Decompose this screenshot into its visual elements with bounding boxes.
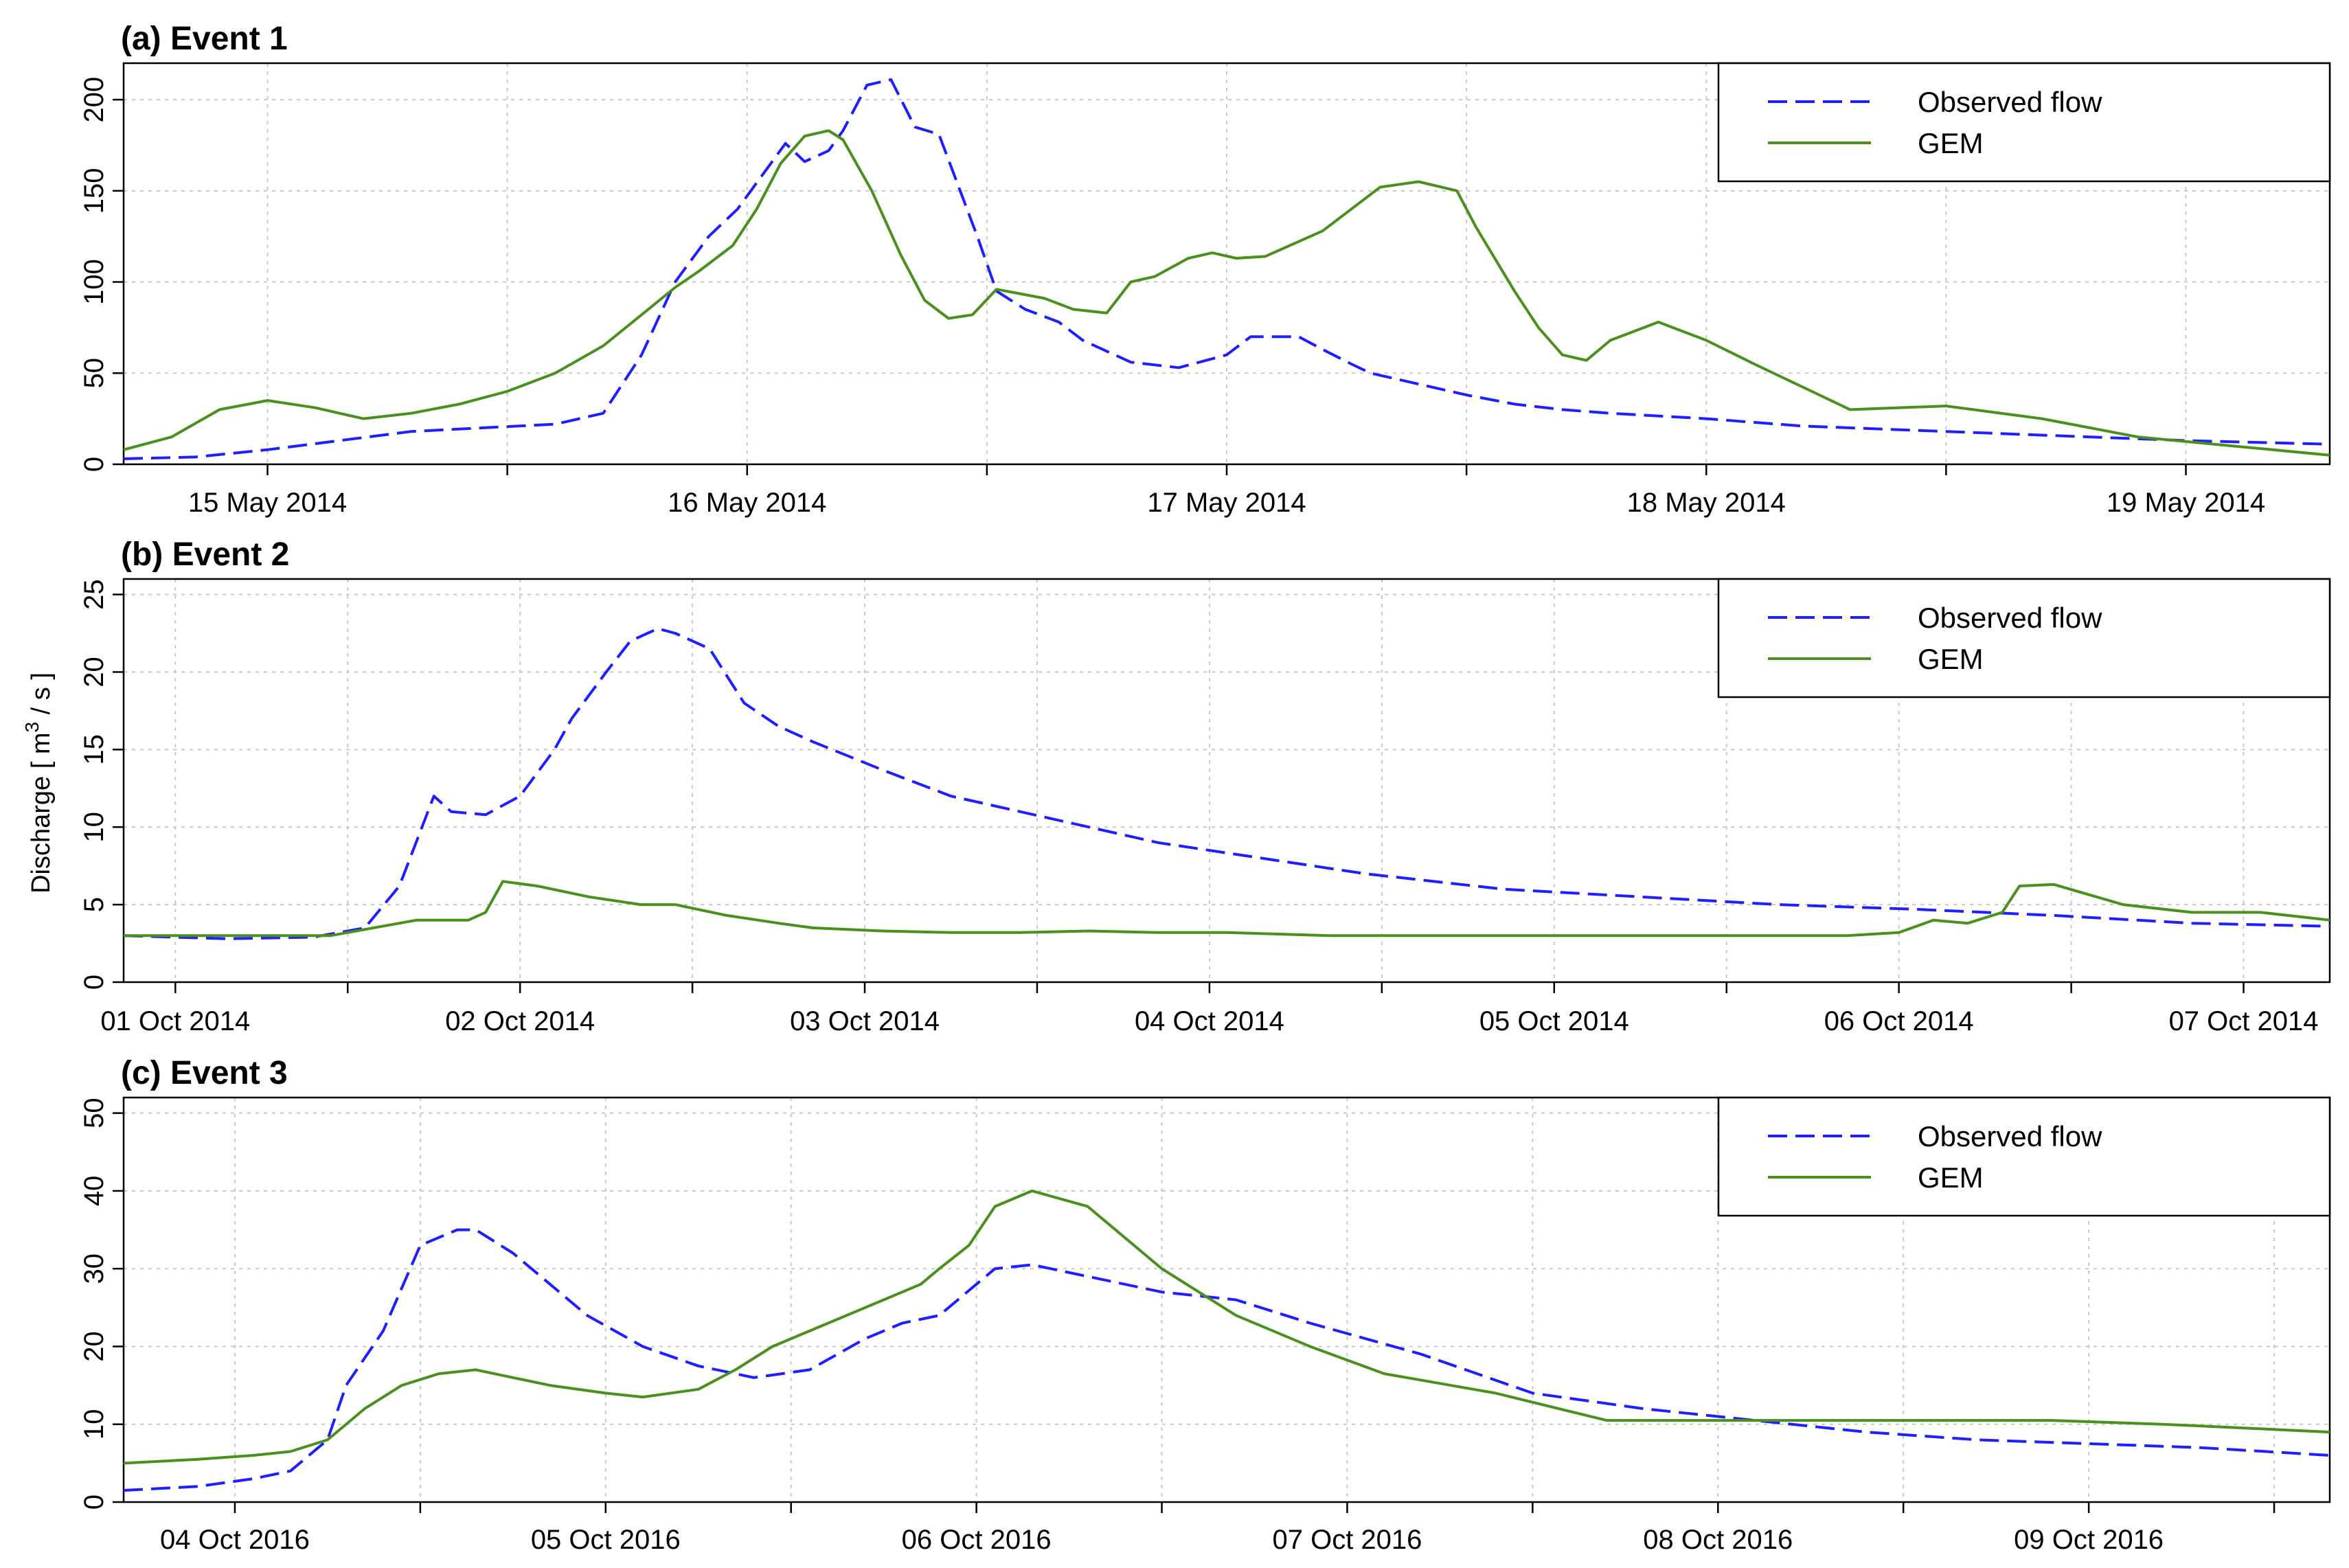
plot-frame <box>122 578 2331 984</box>
x-tick-label: 06 Oct 2014 <box>1824 1006 1974 1036</box>
legend-box <box>1717 1096 2331 1217</box>
legend-label: Observed flow <box>1918 602 2102 634</box>
panel-title: (c) Event 3 <box>121 1055 288 1091</box>
x-tick-label: 03 Oct 2014 <box>790 1006 940 1036</box>
x-tick-label: 05 Oct 2016 <box>531 1525 681 1555</box>
legend-label: GEM <box>1918 127 1984 159</box>
legend: Observed flow GEM <box>1717 62 2331 183</box>
x-tick-label: 16 May 2014 <box>668 488 826 518</box>
x-tick-label: 09 Oct 2016 <box>2014 1525 2164 1555</box>
y-tick-label: 15 <box>79 734 109 765</box>
y-tick-label: 0 <box>79 457 109 472</box>
y-axis-label-main: Discharge [ m <box>27 732 56 893</box>
y-tick-label: 50 <box>79 358 109 389</box>
y-tick-label: 10 <box>79 1409 109 1440</box>
x-tick-label: 05 Oct 2014 <box>1479 1006 1629 1036</box>
x-tick-label: 08 Oct 2016 <box>1643 1525 1793 1555</box>
panel-title: (a) Event 1 <box>121 21 288 57</box>
series-line-gem <box>124 880 2330 938</box>
x-tick-label: 06 Oct 2016 <box>902 1525 1052 1555</box>
x-tick-label: 15 May 2014 <box>188 488 347 518</box>
y-tick-label: 0 <box>79 1495 109 1510</box>
x-tick-label: 04 Oct 2016 <box>160 1525 310 1555</box>
svg-text:Discharge [ m3 / s ]: Discharge [ m3 / s ] <box>21 672 56 894</box>
legend-label: Observed flow <box>1918 86 2102 118</box>
y-tick-label: 200 <box>79 77 109 123</box>
y-tick-label: 0 <box>79 975 109 990</box>
y-tick-label: 5 <box>79 897 109 912</box>
series-line-gem <box>123 1189 2330 1465</box>
series-line-observed-flow <box>123 627 2330 940</box>
y-tick-label: 100 <box>79 259 109 305</box>
x-tick-label: 04 Oct 2014 <box>1135 1006 1284 1036</box>
y-tick-label: 25 <box>79 579 109 610</box>
x-tick-label: 19 May 2014 <box>2107 488 2265 518</box>
legend-label: GEM <box>1918 1161 1984 1194</box>
x-tick-label: 07 Oct 2014 <box>2169 1006 2319 1036</box>
chart-panel-3: (c) Event 3 0 10 20 30 40 50 04 Oct 2016 05 Oct … <box>79 1055 2331 1555</box>
panel-title: (b) Event 2 <box>121 536 289 573</box>
plot-frame <box>122 1096 2331 1503</box>
y-tick-label: 150 <box>79 168 109 214</box>
x-tick-label: 02 Oct 2014 <box>445 1006 595 1036</box>
y-tick-label: 20 <box>79 657 109 688</box>
y-tick-label: 20 <box>79 1331 109 1362</box>
legend-box <box>1717 62 2331 183</box>
y-tick-label: 10 <box>79 812 109 843</box>
y-tick-label: 40 <box>79 1176 109 1207</box>
x-tick-label: 01 Oct 2014 <box>100 1006 250 1036</box>
chart-panel-1: (a) Event 1 0 50 100 150 200 15 May 2014 16 May… <box>79 21 2331 518</box>
x-tick-label: 18 May 2014 <box>1627 488 1786 518</box>
y-tick-label: 30 <box>79 1253 109 1284</box>
legend-label: GEM <box>1918 643 1984 675</box>
x-tick-label: 17 May 2014 <box>1147 488 1306 518</box>
legend-label: Observed flow <box>1918 1120 2102 1152</box>
series-line-observed-flow <box>123 78 2330 460</box>
series-line-gem <box>123 129 2330 457</box>
y-tick-label: 50 <box>79 1098 109 1128</box>
legend-box <box>1717 578 2331 698</box>
legend: Observed flow GEM <box>1717 578 2331 698</box>
chart-panel-2: (b) Event 2 0 5 10 15 20 25 01 Oct 2014 02 Oct 2… <box>79 536 2331 1036</box>
series-line-observed-flow <box>123 1228 2330 1492</box>
legend: Observed flow GEM <box>1717 1096 2331 1217</box>
y-axis-title: Discharge [ m3 / s ] <box>21 672 56 894</box>
y-axis-label-sup: 3 <box>21 722 43 733</box>
x-tick-label: 07 Oct 2016 <box>1272 1525 1422 1555</box>
y-axis-label-tail: / s ] <box>27 672 56 722</box>
